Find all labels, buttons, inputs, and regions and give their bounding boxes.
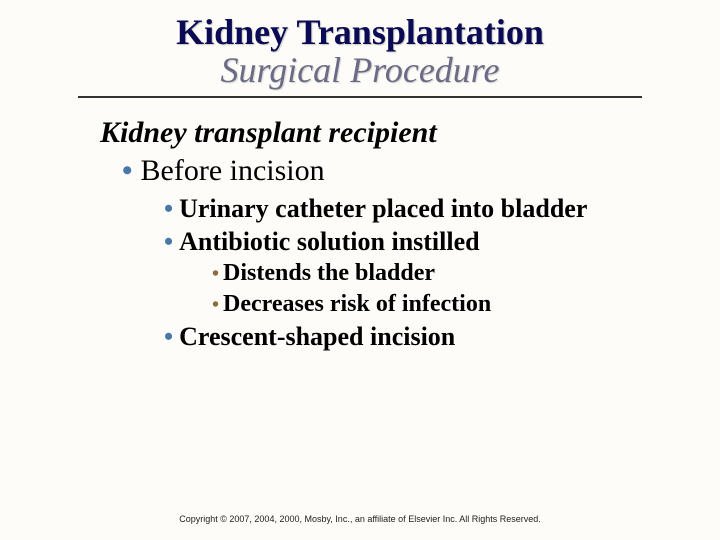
copyright-footer: Copyright © 2007, 2004, 2000, Mosby, Inc… bbox=[0, 514, 720, 524]
bullet-icon: • bbox=[212, 263, 219, 285]
bullet-text: Decreases risk of infection bbox=[223, 291, 491, 317]
title-line-1: Kidney Transplantation bbox=[78, 14, 642, 52]
bullet-icon: • bbox=[212, 294, 219, 316]
bullet-level2: •Urinary catheter placed into bladder bbox=[100, 192, 690, 225]
bullet-icon: • bbox=[164, 227, 173, 256]
bullet-text: Distends the bladder bbox=[223, 260, 435, 286]
slide: Kidney Transplantation Surgical Procedur… bbox=[0, 0, 720, 540]
bullet-level1: •Before incision bbox=[100, 154, 690, 188]
bullet-icon: • bbox=[164, 322, 173, 351]
bullet-icon: • bbox=[122, 154, 133, 187]
subheading: Kidney transplant recipient bbox=[100, 116, 690, 150]
bullet-icon: • bbox=[164, 194, 173, 223]
bullet-level3: •Distends the bladder bbox=[100, 258, 690, 289]
title-line-2: Surgical Procedure bbox=[78, 52, 642, 90]
bullet-level2: •Crescent-shaped incision bbox=[100, 320, 690, 353]
bullet-level3: •Decreases risk of infection bbox=[100, 289, 690, 320]
content-area: Kidney transplant recipient •Before inci… bbox=[30, 116, 690, 353]
bullet-level2: •Antibiotic solution instilled bbox=[100, 225, 690, 258]
bullet-text: Antibiotic solution instilled bbox=[179, 227, 480, 256]
title-block: Kidney Transplantation Surgical Procedur… bbox=[78, 14, 642, 98]
bullet-text: Before incision bbox=[141, 154, 325, 187]
bullet-text: Crescent-shaped incision bbox=[179, 322, 455, 351]
bullet-text: Urinary catheter placed into bladder bbox=[179, 194, 587, 223]
